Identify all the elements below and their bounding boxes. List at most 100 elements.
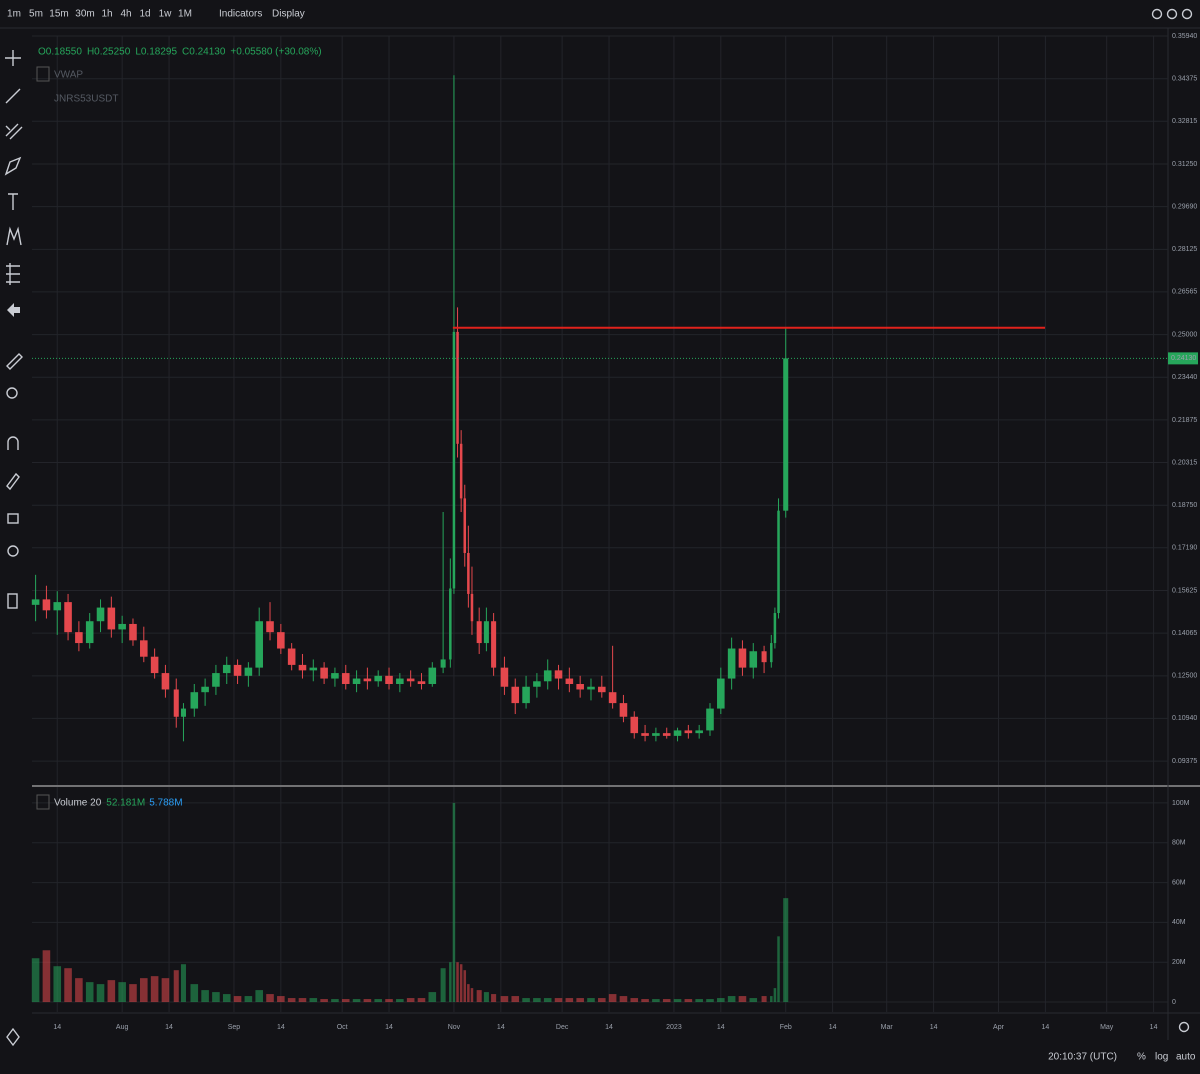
x-tick-label: 14 [165,1024,173,1031]
candle-body [717,678,725,709]
volume-bar [476,990,482,1003]
x-tick-label: 14 [717,1024,725,1031]
candle-body [150,656,159,674]
candle-body [201,686,209,693]
auto-toggle[interactable]: auto [1176,1052,1196,1063]
collapse-button[interactable] [36,66,50,82]
candle-body [727,648,736,679]
percent-toggle[interactable]: % [1137,1052,1146,1063]
volume-bar [396,999,404,1003]
x-tick-label: May [1100,1024,1114,1031]
ruler-tool[interactable] [6,353,23,370]
volume-bar [630,998,639,1003]
volume-bar [761,996,767,1003]
volume-bar [96,984,105,1003]
fullscreen-button[interactable] [1181,8,1193,20]
last-price-tag [1168,352,1198,365]
snapshot-button[interactable] [1151,8,1163,20]
volume-bar [449,962,452,1003]
volume-bar [85,982,94,1003]
text-tool[interactable] [8,193,18,210]
candle-body [500,667,509,687]
x-tick-label: 14 [605,1024,613,1031]
candle-body [385,675,393,685]
interval-button[interactable]: 1d [139,9,150,20]
interval-button[interactable]: 30m [75,9,94,20]
candle-body [641,733,649,736]
x-tick-label: 14 [1041,1024,1049,1031]
x-tick-label: Oct [337,1024,348,1031]
candle-body [161,673,170,690]
x-tick-label: Feb [780,1024,792,1031]
indicator-name: VWAP [54,70,83,81]
lock-draw-tool[interactable] [6,472,20,491]
interval-button[interactable]: 1M [178,9,192,20]
interval-button[interactable]: 1w [159,9,173,20]
y-tick-label: 0.23440 [1172,374,1197,381]
candle-body [363,678,372,682]
crosshair-tool[interactable] [5,50,21,66]
pattern-tool[interactable] [6,226,22,246]
candle-body [777,510,780,614]
candle-body [233,664,242,676]
candle-body [770,643,773,663]
volume-bar [173,970,179,1003]
candle-body [684,730,693,734]
layers-tool[interactable] [6,1027,20,1047]
interval-button[interactable]: 1m [7,9,21,20]
line-tool[interactable] [5,88,21,104]
volume-bar [565,998,574,1003]
lock-tool[interactable] [7,513,19,524]
y-tick-label: 0.14065 [1172,630,1197,637]
candle-body [53,602,62,611]
candle-body [554,670,563,679]
volume-bar [374,999,382,1003]
candle-body [449,588,452,660]
volume-bar [777,936,780,1003]
volume-bar [428,992,437,1003]
candle-body [470,593,474,622]
visibility-tool[interactable] [7,545,19,557]
interval-button[interactable]: 5m [29,9,43,20]
volume-bar [467,984,470,1003]
settings-button[interactable] [1166,8,1178,20]
menu-button[interactable]: Indicators [219,9,262,20]
volume-bar [533,998,541,1003]
volume-bar [738,996,747,1003]
measure-tool[interactable] [6,263,20,285]
y-tick-label: 0.31250 [1172,161,1197,168]
candle-body [309,667,318,671]
volume-bar [150,976,159,1003]
interval-button[interactable]: 1h [101,9,112,20]
volume-bar [222,994,231,1003]
candle-body [118,623,126,630]
candle-body [287,648,296,665]
log-toggle[interactable]: log [1155,1052,1168,1063]
axis-settings-button[interactable] [1178,1021,1190,1033]
zoom-tool[interactable] [6,387,18,399]
ohlc-value: L0.18295 [135,47,177,58]
menu-button[interactable]: Display [272,9,305,20]
last-price-label: 0.24130 [1171,355,1196,362]
plot [31,35,1198,1012]
volume-bar [212,992,220,1003]
candle-body [406,678,415,682]
magnet-tool[interactable] [7,436,19,450]
x-tick-label: 14 [1150,1024,1158,1031]
volume-bar [483,992,489,1003]
candle-body [511,686,520,704]
x-tick-label: Dec [556,1024,569,1031]
volume-bar [129,984,137,1003]
candle-body [662,733,671,736]
candle-body [396,678,404,685]
back-tool[interactable] [7,303,20,317]
collapse-button[interactable] [36,794,50,810]
interval-button[interactable]: 4h [120,9,131,20]
channel-tool[interactable] [5,123,23,140]
candle-body [96,607,105,622]
delete-tool[interactable] [7,593,18,609]
interval-button[interactable]: 15m [49,9,68,20]
brush-tool[interactable] [4,156,22,176]
volume-bar [554,998,563,1003]
